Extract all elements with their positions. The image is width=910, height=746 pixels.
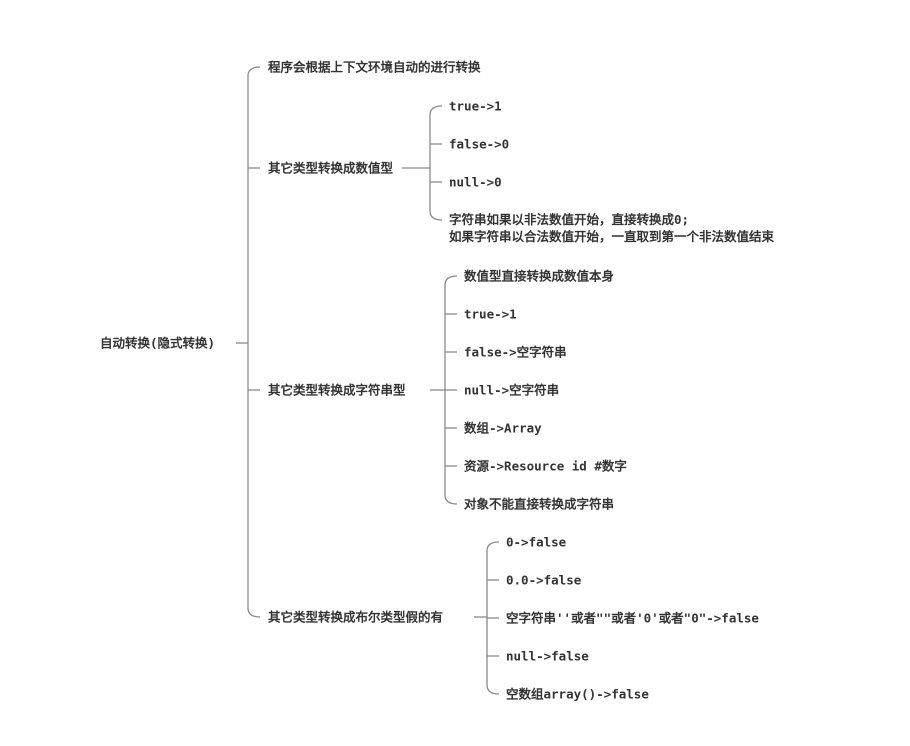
leaf-node[interactable]: true->1 [464, 306, 517, 322]
leaf-node[interactable]: true->1 [449, 98, 502, 114]
branch-node[interactable]: 其它类型转换成数值型 [268, 160, 394, 176]
leaf-node[interactable]: 字符串如果以非法数值开始，直接转换成0; 如果字符串以合法数值开始，一直取到第一… [449, 212, 775, 244]
leaf-node[interactable]: 空数组array()->false [506, 686, 649, 702]
leaf-node[interactable]: null->0 [449, 174, 502, 190]
leaf-node[interactable]: false->空字符串 [464, 344, 567, 360]
leaf-node[interactable]: 数值型直接转换成数值本身 [464, 268, 615, 284]
branch-node[interactable]: 程序会根据上下文环境自动的进行转换 [268, 59, 481, 75]
leaf-node[interactable]: 对象不能直接转换成字符串 [464, 496, 615, 512]
leaf-node[interactable]: null->空字符串 [464, 382, 560, 398]
branch-node[interactable]: 其它类型转换成布尔类型假的有 [268, 609, 444, 625]
leaf-node[interactable]: 0.0->false [506, 572, 582, 588]
root-node[interactable]: 自动转换(隐式转换) [100, 335, 216, 351]
leaf-node[interactable]: false->0 [449, 136, 510, 152]
leaf-node[interactable]: 0->false [506, 534, 567, 550]
branch-1-connector-bracket [429, 105, 443, 221]
branch-node[interactable]: 其它类型转换成字符串型 [268, 382, 406, 398]
leaf-node[interactable]: 数组->Array [464, 420, 542, 436]
leaf-node[interactable]: 空字符串''或者""或者'0'或者"0"->false [506, 610, 759, 626]
leaf-node[interactable]: null->false [506, 648, 589, 664]
leaf-node[interactable]: 资源->Resource id #数字 [464, 458, 627, 474]
root-connector-bracket [247, 66, 261, 618]
